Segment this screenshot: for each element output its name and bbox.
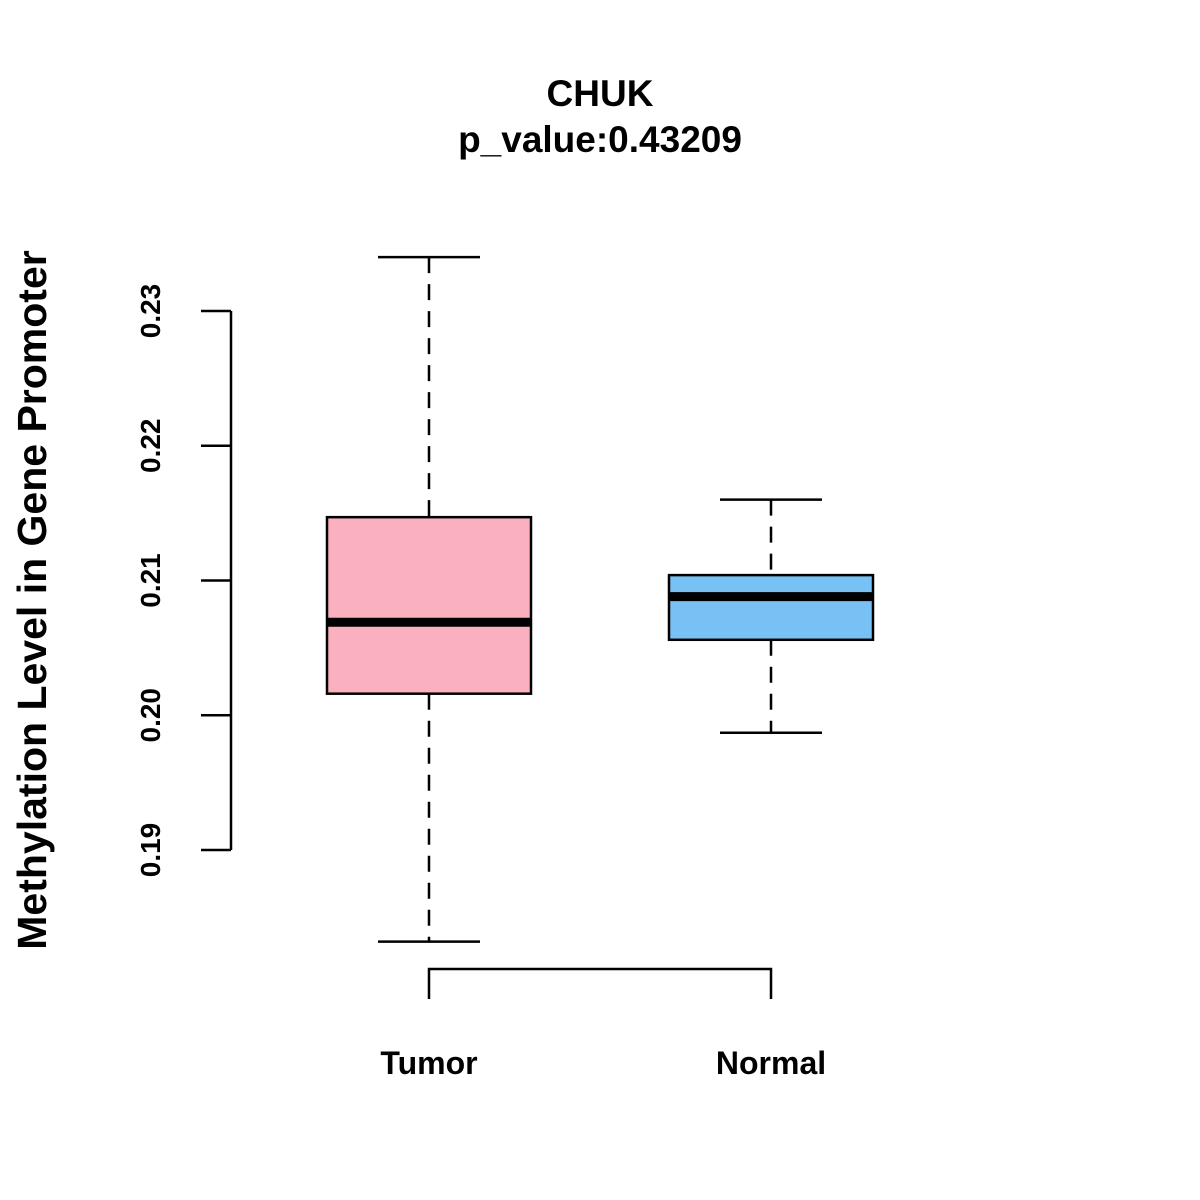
iqr-box [325, 515, 533, 695]
bracket-line [427, 967, 773, 999]
y-tick-label: 0.21 [135, 553, 166, 608]
x-label-tumor: Tumor [380, 1045, 477, 1081]
y-tick-label: 0.23 [135, 284, 166, 339]
box-groups [325, 255, 875, 943]
chart-title: CHUK [547, 73, 654, 114]
y-tick-label: 0.19 [135, 823, 166, 878]
x-label-normal: Normal [716, 1045, 826, 1081]
x-axis-labels: Tumor Normal [380, 1045, 826, 1081]
y-axis: 0.19 0.20 0.21 0.22 0.23 [135, 284, 233, 878]
y-tick-label: 0.20 [135, 688, 166, 743]
y-axis-label: Methylation Level in Gene Promoter [9, 250, 55, 949]
comparison-bracket [427, 967, 773, 999]
y-tick-label: 0.22 [135, 419, 166, 474]
iqr-box [667, 573, 875, 642]
box-group-tumor [325, 255, 533, 943]
box-group-normal [667, 498, 875, 735]
chart-subtitle: p_value:0.43209 [458, 119, 742, 160]
